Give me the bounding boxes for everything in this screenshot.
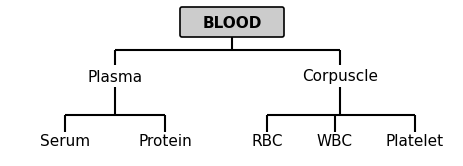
Text: BLOOD: BLOOD — [202, 15, 261, 31]
Text: Plasma: Plasma — [87, 70, 142, 84]
Text: Serum: Serum — [40, 134, 90, 150]
Text: Platelet: Platelet — [385, 134, 443, 150]
FancyBboxPatch shape — [180, 7, 283, 37]
Text: Corpuscle: Corpuscle — [301, 70, 377, 84]
Text: WBC: WBC — [316, 134, 352, 150]
Text: RBC: RBC — [250, 134, 282, 150]
Text: Protein: Protein — [138, 134, 192, 150]
